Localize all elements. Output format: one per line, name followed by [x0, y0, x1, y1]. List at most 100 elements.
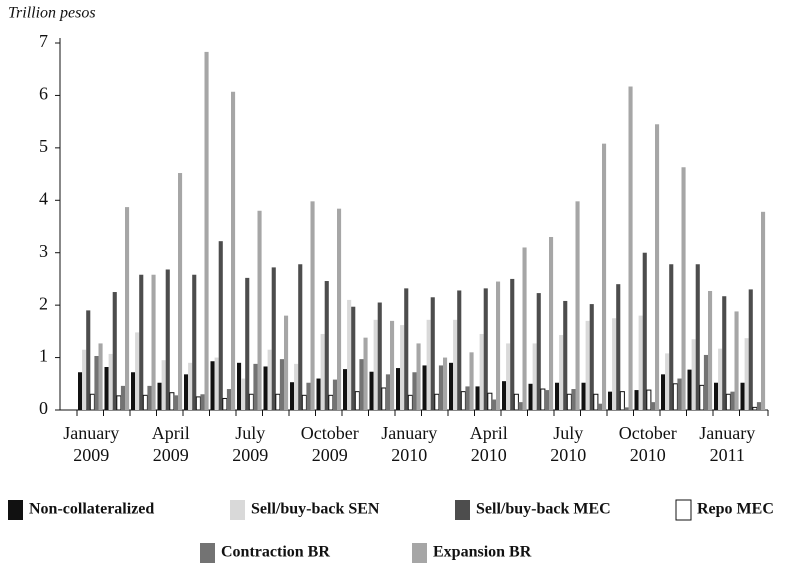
bar	[310, 201, 315, 410]
bar	[271, 267, 276, 410]
bar	[634, 390, 639, 410]
legend-label: Repo MEC	[697, 501, 774, 518]
legend-swatch	[675, 499, 692, 521]
bar	[483, 288, 488, 410]
bar	[585, 320, 590, 410]
bar	[460, 391, 466, 411]
bar	[540, 388, 546, 411]
bar	[602, 143, 607, 411]
bar	[475, 386, 480, 410]
legend-swatch	[455, 500, 470, 520]
bar	[178, 173, 183, 410]
bar	[457, 290, 462, 410]
bar	[332, 379, 337, 410]
legend-label: Non-collateralized	[29, 501, 154, 518]
bar	[589, 304, 594, 410]
bar	[147, 385, 152, 410]
bar	[214, 357, 219, 410]
bar	[744, 338, 749, 410]
bar	[449, 362, 454, 410]
bar	[237, 362, 242, 410]
bar	[575, 201, 580, 410]
y-tick-label: 7	[39, 31, 48, 51]
y-tick-label: 4	[39, 188, 48, 208]
x-tick-label: July 2010	[550, 423, 586, 465]
bar	[443, 357, 448, 410]
bar	[555, 382, 560, 410]
bar	[703, 354, 708, 410]
bar	[522, 247, 527, 410]
legend-label: Expansion BR	[433, 544, 532, 561]
bar	[298, 264, 303, 410]
bar	[718, 348, 723, 410]
bar	[151, 274, 156, 410]
bar	[337, 208, 342, 410]
bar	[294, 363, 299, 410]
bar	[89, 393, 95, 411]
bar	[195, 396, 201, 411]
bar	[722, 296, 727, 410]
bar	[426, 319, 431, 410]
bar	[661, 374, 666, 410]
bar	[407, 394, 413, 411]
bar	[730, 391, 735, 410]
bar	[94, 355, 99, 410]
x-tick-label: April 2010	[470, 423, 508, 465]
bar	[628, 86, 633, 410]
bar	[438, 365, 443, 410]
bar	[135, 332, 140, 410]
x-tick-label: January 2011	[699, 423, 755, 465]
bar	[165, 269, 170, 410]
bar	[650, 402, 655, 410]
bar	[343, 369, 348, 410]
bar	[687, 369, 692, 410]
bar	[479, 333, 484, 410]
bar	[120, 385, 125, 410]
bar	[593, 393, 599, 411]
bar	[363, 337, 368, 410]
bar	[434, 393, 440, 411]
x-tick-label: January 2010	[381, 423, 437, 465]
bar	[279, 359, 284, 410]
bar	[161, 360, 166, 410]
bar	[390, 320, 395, 410]
legend-label: Sell/buy-back MEC	[476, 501, 611, 518]
bar	[571, 389, 576, 410]
bar	[192, 274, 197, 410]
bar	[740, 382, 745, 410]
bar	[453, 319, 458, 410]
bar	[188, 362, 193, 410]
bar	[373, 319, 378, 410]
bar	[756, 402, 761, 410]
bar	[563, 300, 568, 410]
legend-label: Sell/buy-back SEN	[251, 501, 380, 518]
y-tick-label: 5	[39, 136, 48, 156]
bar	[385, 374, 390, 410]
bar	[761, 211, 766, 410]
bar	[672, 383, 678, 411]
bar	[116, 395, 122, 411]
bar	[655, 124, 660, 410]
bar	[210, 361, 215, 410]
bar	[566, 393, 572, 411]
bar	[581, 382, 586, 410]
y-tick-label: 6	[39, 84, 48, 104]
bar	[241, 378, 246, 410]
bar	[157, 382, 162, 410]
bar	[328, 394, 334, 411]
bar	[78, 372, 83, 410]
bar	[248, 393, 254, 411]
bar	[98, 343, 103, 410]
bar	[359, 359, 364, 410]
x-tick-label: January 2009	[63, 423, 119, 465]
bar	[369, 371, 374, 410]
bar	[502, 381, 507, 410]
bar	[253, 363, 258, 410]
x-tick-label: October 2009	[301, 423, 359, 465]
bar	[469, 352, 474, 410]
bar	[381, 387, 387, 411]
bar	[416, 343, 421, 410]
bar	[351, 306, 356, 410]
bar	[559, 335, 564, 410]
bar	[131, 372, 136, 410]
